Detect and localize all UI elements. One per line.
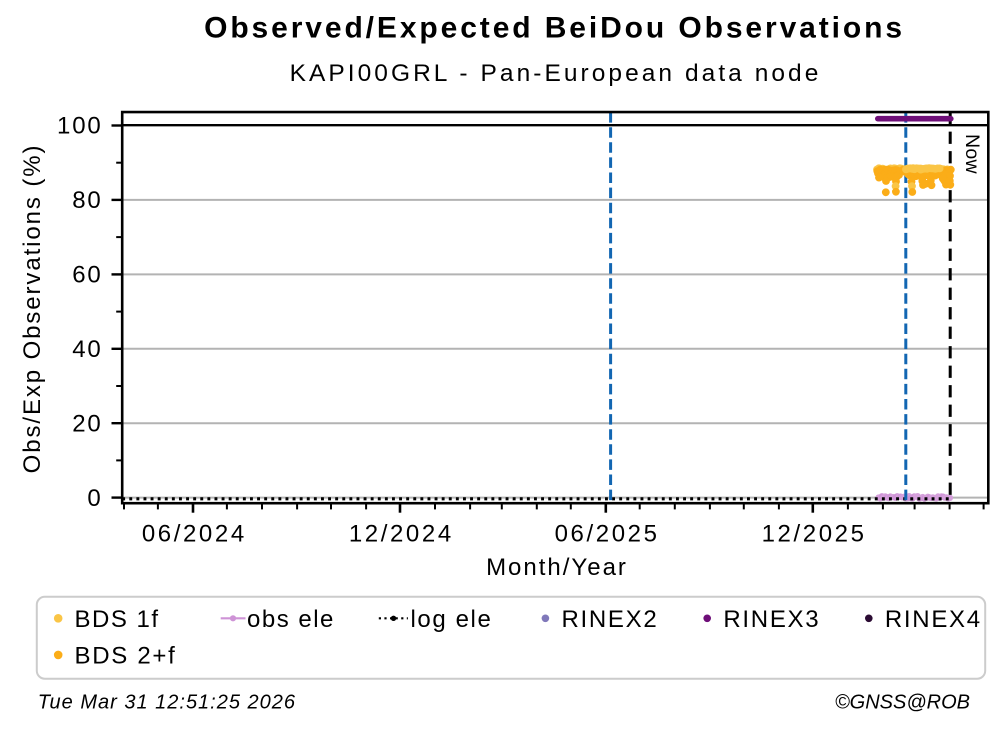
svg-text:RINEX2: RINEX2 — [562, 606, 659, 633]
svg-text:BDS 2+f: BDS 2+f — [75, 643, 177, 670]
svg-text:80: 80 — [72, 187, 102, 214]
svg-text:Now: Now — [961, 134, 983, 175]
svg-text:log ele: log ele — [411, 606, 493, 633]
svg-text:20: 20 — [72, 410, 102, 437]
svg-text:RINEX4: RINEX4 — [885, 606, 982, 633]
svg-text:Month/Year: Month/Year — [486, 554, 628, 581]
svg-text:60: 60 — [72, 262, 102, 289]
svg-text:12/2024: 12/2024 — [349, 521, 454, 548]
svg-text:KAPI00GRL - Pan-European data: KAPI00GRL - Pan-European data node — [290, 60, 822, 87]
svg-text:Observed/Expected BeiDou Obser: Observed/Expected BeiDou Observations — [204, 12, 905, 45]
svg-text:RINEX3: RINEX3 — [723, 606, 820, 633]
svg-text:06/2024: 06/2024 — [142, 521, 247, 548]
svg-text:Obs/Exp Observations (%): Obs/Exp Observations (%) — [19, 144, 46, 474]
svg-text:0: 0 — [87, 485, 102, 512]
svg-text:100: 100 — [57, 113, 102, 140]
svg-text:BDS 1f: BDS 1f — [75, 606, 160, 633]
svg-text:06/2025: 06/2025 — [555, 521, 660, 548]
svg-text:obs ele: obs ele — [247, 606, 335, 633]
svg-text:Tue Mar 31 12:51:25 2026: Tue Mar 31 12:51:25 2026 — [38, 692, 296, 714]
svg-text:©GNSS@ROB: ©GNSS@ROB — [835, 692, 970, 714]
svg-text:12/2025: 12/2025 — [762, 521, 867, 548]
svg-text:40: 40 — [72, 336, 102, 363]
